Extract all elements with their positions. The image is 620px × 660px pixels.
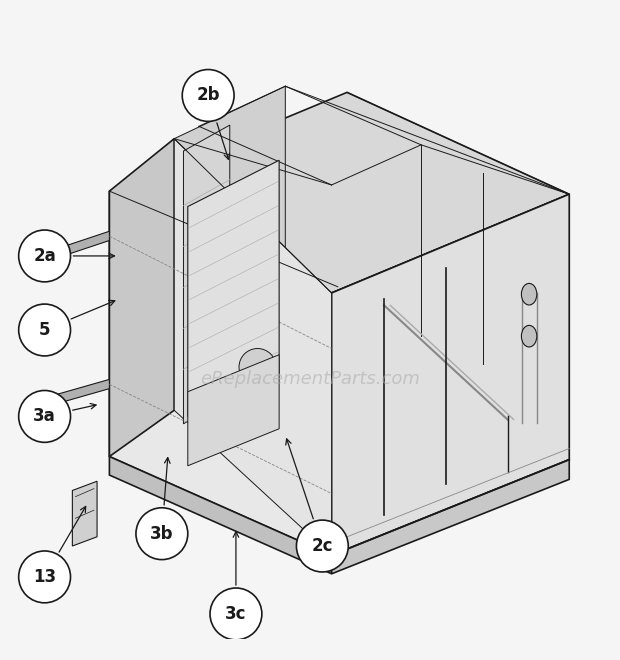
Circle shape: [19, 230, 71, 282]
Circle shape: [19, 304, 71, 356]
Circle shape: [210, 588, 262, 640]
Polygon shape: [109, 191, 332, 555]
Text: 3a: 3a: [33, 407, 56, 426]
Text: 2b: 2b: [197, 86, 220, 104]
Circle shape: [136, 508, 188, 560]
Polygon shape: [188, 354, 279, 466]
Polygon shape: [73, 481, 97, 546]
Ellipse shape: [521, 283, 537, 305]
Polygon shape: [174, 139, 332, 555]
Polygon shape: [184, 125, 230, 424]
Circle shape: [19, 551, 71, 603]
Text: 5: 5: [39, 321, 50, 339]
Polygon shape: [332, 194, 569, 555]
Text: 2c: 2c: [312, 537, 333, 555]
Polygon shape: [45, 379, 109, 407]
Circle shape: [239, 379, 276, 416]
Text: eReplacementParts.com: eReplacementParts.com: [200, 370, 420, 388]
Text: 2a: 2a: [33, 247, 56, 265]
Ellipse shape: [521, 325, 537, 347]
Polygon shape: [109, 92, 569, 293]
Polygon shape: [174, 86, 285, 411]
Text: 13: 13: [33, 568, 56, 586]
Circle shape: [296, 520, 348, 572]
Polygon shape: [188, 160, 279, 416]
Text: 3b: 3b: [150, 525, 174, 543]
Polygon shape: [332, 459, 569, 574]
Circle shape: [239, 348, 276, 385]
Polygon shape: [109, 139, 174, 457]
Polygon shape: [332, 194, 569, 555]
Text: 3c: 3c: [225, 605, 247, 623]
Circle shape: [182, 69, 234, 121]
Polygon shape: [45, 231, 109, 262]
Polygon shape: [109, 457, 332, 574]
Circle shape: [19, 391, 71, 442]
